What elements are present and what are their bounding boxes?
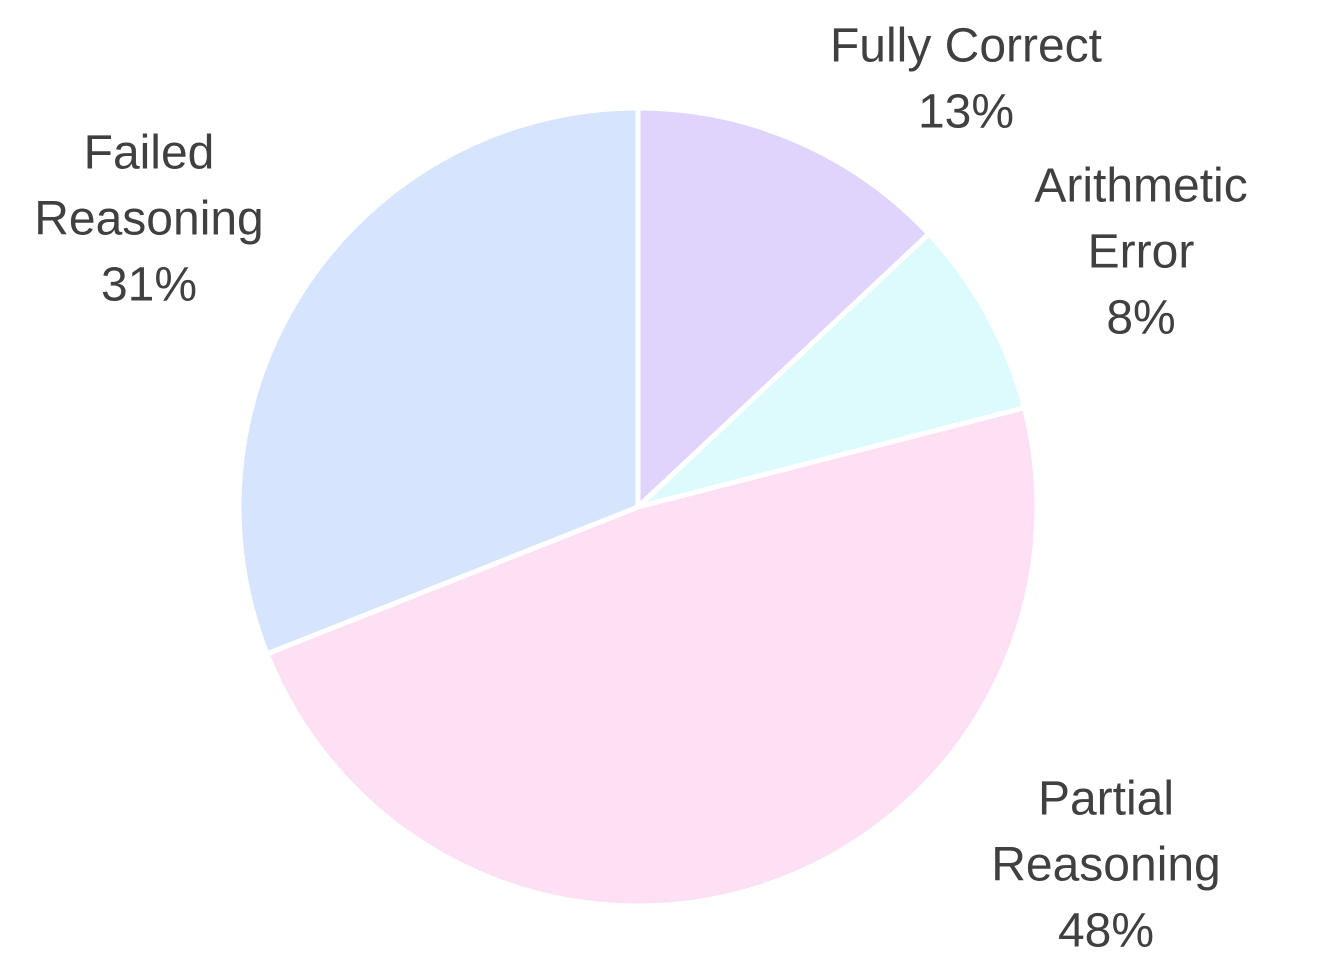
pie-slice-failed-reasoning [236,105,641,657]
data-label-fully-correct: Fully Correct 13% [830,20,1102,139]
data-label-category: Error [1088,226,1195,279]
data-label-category: Partial [1038,773,1174,826]
pie-slice-fully-correct [635,105,932,510]
data-label-arithmetic-error: Arithmetic Error 8% [1034,160,1247,345]
labels-layer: Fully Correct 13% Arithmetic Error 8% Partial… [34,20,1247,958]
data-label-category: Reasoning [34,193,264,246]
data-label-category: Arithmetic [1034,160,1247,213]
pie-slice-partial-reasoning [264,405,1040,909]
data-label-failed-reasoning: Failed Reasoning 31% [34,127,264,312]
data-label-partial-reasoning: Partial Reasoning 48% [991,773,1221,958]
data-label-percent: 48% [1058,905,1154,958]
data-label-category: Fully Correct [830,20,1102,73]
data-label-category: Failed [84,127,215,180]
slices-layer [236,105,1040,909]
data-label-percent: 8% [1106,292,1175,345]
data-label-percent: 31% [101,259,197,312]
pie-slice-arithmetic-error [635,231,1027,510]
data-label-percent: 13% [918,86,1014,139]
data-label-category: Reasoning [991,839,1221,892]
